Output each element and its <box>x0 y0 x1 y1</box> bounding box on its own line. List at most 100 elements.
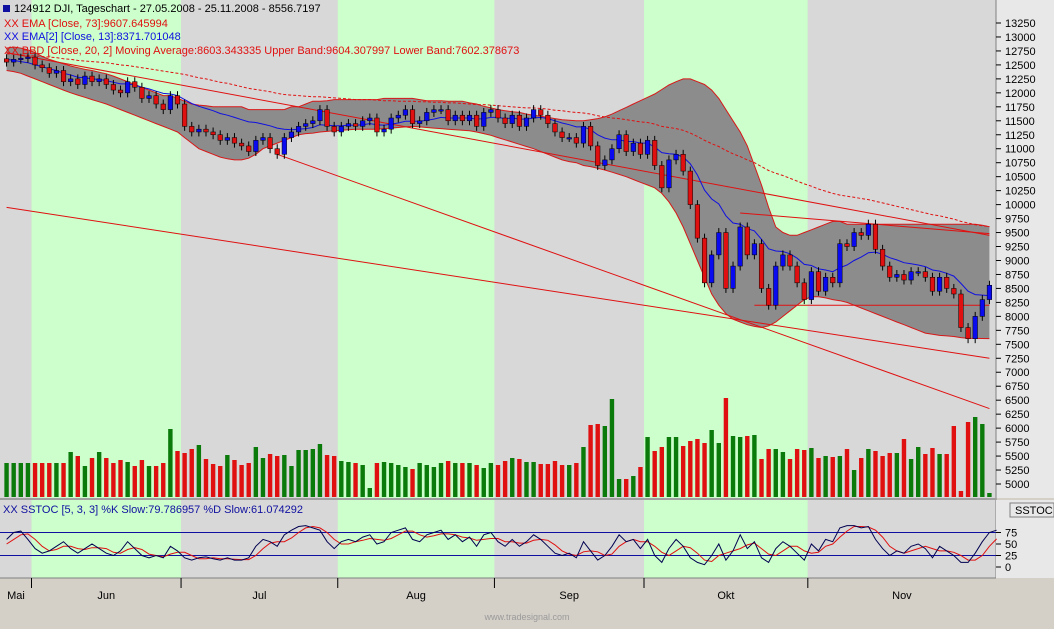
volume-bar <box>310 449 316 497</box>
candle <box>929 272 936 296</box>
candle <box>659 161 665 193</box>
price-tick-label: 5750 <box>1005 437 1029 449</box>
candle-body <box>723 232 729 289</box>
volume-bar <box>645 437 650 497</box>
candle <box>4 54 10 67</box>
volume-bar <box>901 439 907 497</box>
candle-body <box>459 114 465 122</box>
candle <box>880 244 886 271</box>
candle <box>11 54 17 67</box>
candle <box>395 110 401 123</box>
volume-bar <box>32 463 38 497</box>
volume-bar <box>218 466 223 497</box>
candle-body <box>851 232 857 247</box>
candle <box>502 113 508 129</box>
price-tick-label: 12750 <box>1005 46 1036 58</box>
candle <box>580 121 587 148</box>
volume-bar <box>759 459 764 497</box>
volume-bar <box>602 426 608 497</box>
candle-body <box>808 271 814 300</box>
candle <box>317 105 323 126</box>
trendline-upper-long <box>6 52 990 236</box>
volume-bar <box>944 454 949 497</box>
candle <box>758 239 765 293</box>
price-candles <box>4 52 992 344</box>
volume-bar <box>39 463 45 497</box>
candle-body <box>901 274 907 281</box>
legend-ema13[interactable]: XX EMA[2] [Close, 13]:8371.701048 <box>4 31 181 43</box>
candle-body <box>509 114 515 124</box>
candle-body <box>844 243 850 247</box>
price-tick-label: 6250 <box>1005 409 1029 421</box>
candle <box>246 141 252 156</box>
legend-bbd[interactable]: XX BBD [Close, 20, 2] Moving Average:860… <box>4 45 519 57</box>
candle-body <box>944 276 950 289</box>
volume-bar <box>773 449 778 497</box>
volume-bar <box>923 454 928 497</box>
price-tick-label: 7250 <box>1005 353 1029 365</box>
candle-body <box>60 70 67 82</box>
volume-bar <box>111 463 116 497</box>
candle <box>182 99 188 131</box>
time-axis: Mai Jun Jul Aug Sep Okt Nov <box>0 577 1054 624</box>
candle-body <box>296 126 302 133</box>
candle-body <box>673 154 679 161</box>
price-tick-label: 8750 <box>1005 269 1029 281</box>
indicator-label[interactable]: XX SSTOC [5, 3, 3] %K Slow:79.786957 %D … <box>3 504 303 516</box>
price-tick-label: 10500 <box>1005 172 1036 184</box>
sstoc-tab-label[interactable]: SSTOC <box>1015 505 1053 517</box>
volume-bar <box>702 443 707 497</box>
volume-bar <box>887 453 892 497</box>
candle <box>68 74 74 87</box>
volume-bar <box>260 458 266 497</box>
candle-body <box>132 81 138 88</box>
candle-body <box>217 134 223 141</box>
volume-bar <box>972 417 978 497</box>
candle-body <box>616 134 622 149</box>
candle <box>595 141 601 170</box>
volume-bar <box>18 463 24 497</box>
candle-body <box>538 109 544 116</box>
month-label: Jul <box>252 590 266 602</box>
candle <box>60 66 67 87</box>
candle <box>972 311 978 344</box>
candle <box>815 267 822 296</box>
price-tick-label: 6750 <box>1005 381 1029 393</box>
candle-body <box>687 170 693 205</box>
candle <box>495 105 501 123</box>
candle <box>751 239 757 260</box>
candle-body <box>495 109 501 119</box>
volume-bar <box>495 465 501 497</box>
candle <box>865 219 871 240</box>
price-tick-label: 12500 <box>1005 60 1036 72</box>
panel-separator[interactable] <box>0 498 996 500</box>
candle <box>324 105 330 131</box>
candle <box>744 222 750 260</box>
volume-bar <box>787 459 793 497</box>
volume-bar <box>75 456 80 497</box>
volume-bar <box>866 449 871 497</box>
candle-body <box>281 137 287 155</box>
candle <box>196 124 202 137</box>
candle <box>417 116 423 129</box>
candle <box>139 82 145 103</box>
candle-body <box>609 148 615 161</box>
volume-bar <box>616 479 622 497</box>
candle <box>652 135 658 170</box>
candle-body <box>951 288 957 295</box>
candle <box>25 52 31 63</box>
candle-body <box>908 271 914 281</box>
candle-body <box>523 117 530 127</box>
candle <box>901 269 907 285</box>
volume-bar <box>980 424 985 497</box>
candle-body <box>210 131 216 136</box>
sstoc-tab[interactable] <box>1009 502 1054 518</box>
candle <box>388 113 394 134</box>
legend-ema73[interactable]: XX EMA [Close, 73]:9607.645994 <box>4 18 168 30</box>
volume-bar <box>153 466 159 497</box>
candle <box>224 133 230 145</box>
volume-bar <box>168 429 173 497</box>
candle <box>174 91 181 109</box>
volume-bar <box>880 456 885 497</box>
